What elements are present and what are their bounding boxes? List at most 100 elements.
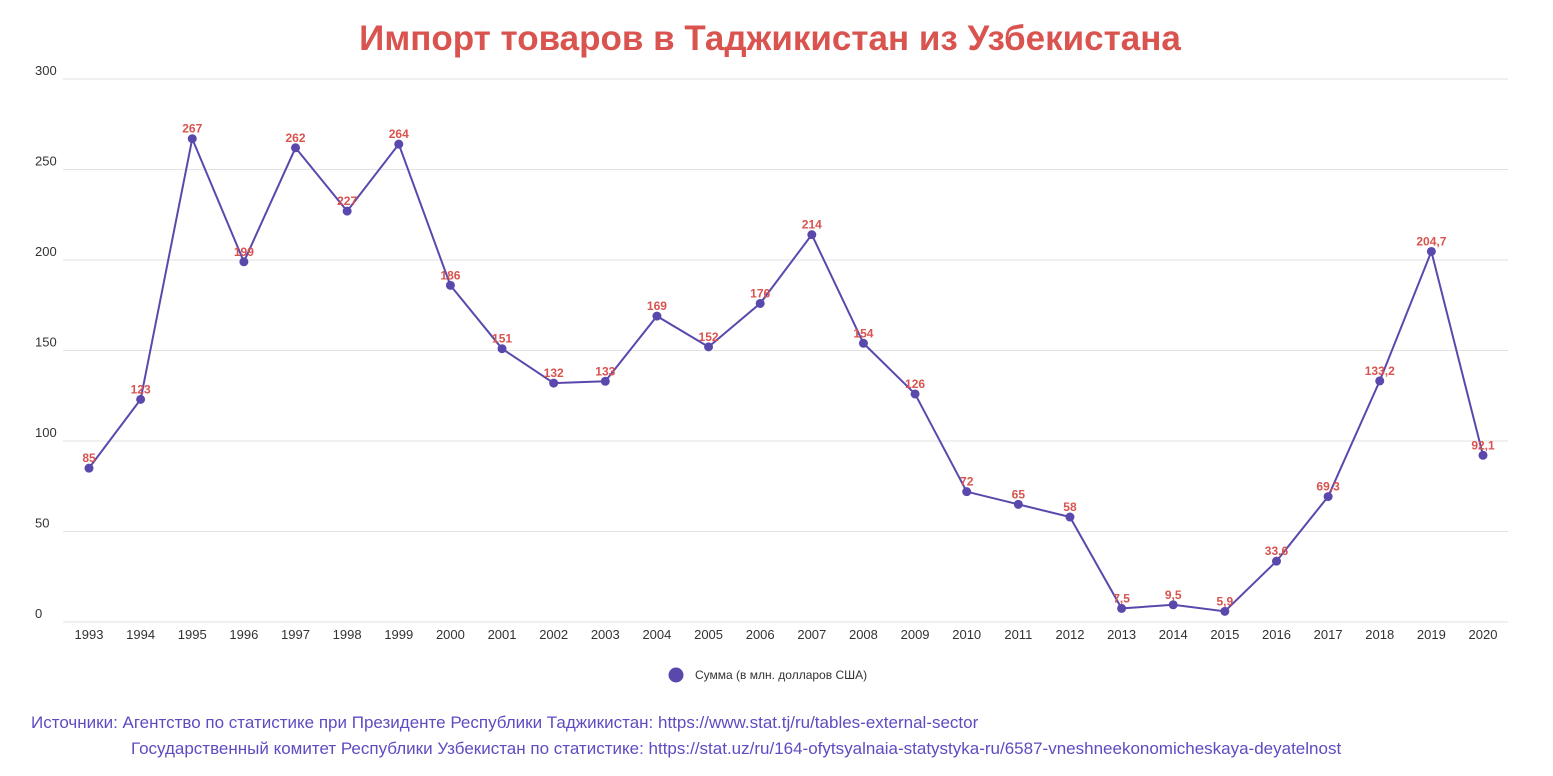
data-point [1375, 376, 1385, 386]
x-tick-label: 1996 [229, 627, 258, 642]
x-tick-label: 2004 [642, 627, 671, 642]
data-point [1168, 600, 1178, 610]
x-tick-label: 2019 [1417, 627, 1446, 642]
data-label: 176 [750, 286, 770, 300]
x-tick-label: 2001 [488, 627, 517, 642]
legend-marker [668, 667, 684, 683]
source-line-1: Источники: Агентство по статистике при П… [31, 713, 979, 732]
data-point [84, 463, 94, 473]
x-tick-label: 2010 [952, 627, 981, 642]
data-label: 126 [905, 377, 925, 391]
x-tick-label: 1999 [384, 627, 413, 642]
data-point [291, 143, 301, 153]
data-point [1478, 450, 1488, 460]
data-point [858, 338, 868, 348]
x-tick-label: 2017 [1314, 627, 1343, 642]
data-point [1220, 606, 1230, 616]
y-tick-label: 250 [35, 154, 57, 169]
x-tick-label: 2018 [1365, 627, 1394, 642]
data-point [239, 257, 249, 267]
data-label: 72 [960, 475, 974, 489]
y-axis: 0 50 100 150 200 250 300 [35, 63, 57, 621]
x-tick-label: 1995 [178, 627, 207, 642]
x-tick-label: 2009 [901, 627, 930, 642]
chart-title: Импорт товаров в Таджикистан из Узбекист… [359, 19, 1181, 58]
x-tick-label: 1997 [281, 627, 310, 642]
source-line-2: Государственный комитет Республики Узбек… [131, 739, 1342, 758]
data-point [187, 134, 197, 144]
x-tick-label: 2012 [1056, 627, 1085, 642]
data-label: 132 [544, 366, 564, 380]
data-label: 227 [337, 194, 357, 208]
data-label: 154 [853, 326, 873, 340]
data-label: 65 [1012, 487, 1026, 501]
x-tick-label: 1993 [75, 627, 104, 642]
data-label: 92,1 [1471, 438, 1495, 452]
data-label: 267 [182, 122, 202, 136]
data-point [755, 298, 765, 308]
data-label: 199 [234, 245, 254, 259]
data-label: 152 [699, 330, 719, 344]
data-point [342, 206, 352, 216]
y-tick-label: 150 [35, 335, 57, 350]
data-point [807, 230, 817, 240]
x-tick-label: 2020 [1469, 627, 1498, 642]
legend: Сумма (в млн. долларов США) [668, 667, 867, 683]
data-label: 133 [595, 364, 615, 378]
data-labels: 85 123 267 199 262 227 264 186 151 132 133 169 152 17… [82, 122, 1495, 609]
x-tick-label: 2013 [1107, 627, 1136, 642]
data-point [549, 378, 559, 388]
y-tick-label: 100 [35, 425, 57, 440]
data-point [910, 389, 920, 399]
data-label: 214 [802, 218, 822, 232]
x-tick-label: 1998 [333, 627, 362, 642]
data-point [1323, 492, 1333, 502]
x-tick-label: 2007 [797, 627, 826, 642]
data-point [1013, 499, 1023, 509]
y-tick-label: 50 [35, 516, 49, 531]
x-tick-label: 2016 [1262, 627, 1291, 642]
data-point [962, 487, 972, 497]
data-label: 5,9 [1217, 594, 1234, 608]
data-label: 33,6 [1265, 544, 1289, 558]
data-point [1271, 556, 1281, 566]
data-label: 58 [1063, 500, 1077, 514]
x-tick-label: 2014 [1159, 627, 1188, 642]
data-label: 69,3 [1316, 480, 1340, 494]
y-tick-label: 0 [35, 606, 42, 621]
data-point [445, 280, 455, 290]
grid-lines [63, 78, 1508, 623]
data-point [497, 344, 507, 354]
x-axis: 1993 1994 1995 1996 1997 1998 1999 2000 2001 2002… [75, 627, 1498, 642]
data-label: 151 [492, 332, 512, 346]
data-label: 186 [440, 268, 460, 282]
data-label: 123 [131, 382, 151, 396]
x-tick-label: 2005 [694, 627, 723, 642]
data-point [1426, 246, 1436, 256]
data-point [600, 376, 610, 386]
x-tick-label: 2006 [746, 627, 775, 642]
data-point [704, 342, 714, 352]
x-tick-label: 1994 [126, 627, 155, 642]
data-label: 133,2 [1365, 364, 1395, 378]
data-label: 85 [82, 451, 96, 465]
data-label: 264 [389, 127, 409, 141]
x-tick-label: 2002 [539, 627, 568, 642]
y-tick-label: 200 [35, 244, 57, 259]
data-label: 169 [647, 299, 667, 313]
data-point [1065, 512, 1075, 522]
data-point [394, 139, 404, 149]
data-point [1117, 603, 1127, 613]
y-tick-label: 300 [35, 63, 57, 78]
data-label: 7,5 [1113, 591, 1130, 605]
legend-label: Сумма (в млн. долларов США) [695, 668, 867, 682]
x-tick-label: 2003 [591, 627, 620, 642]
series-line [88, 135, 1484, 613]
data-point [136, 394, 146, 404]
x-tick-label: 2015 [1210, 627, 1239, 642]
data-label: 9,5 [1165, 588, 1182, 602]
x-tick-label: 2000 [436, 627, 465, 642]
x-tick-label: 2008 [849, 627, 878, 642]
data-points [84, 134, 1488, 616]
